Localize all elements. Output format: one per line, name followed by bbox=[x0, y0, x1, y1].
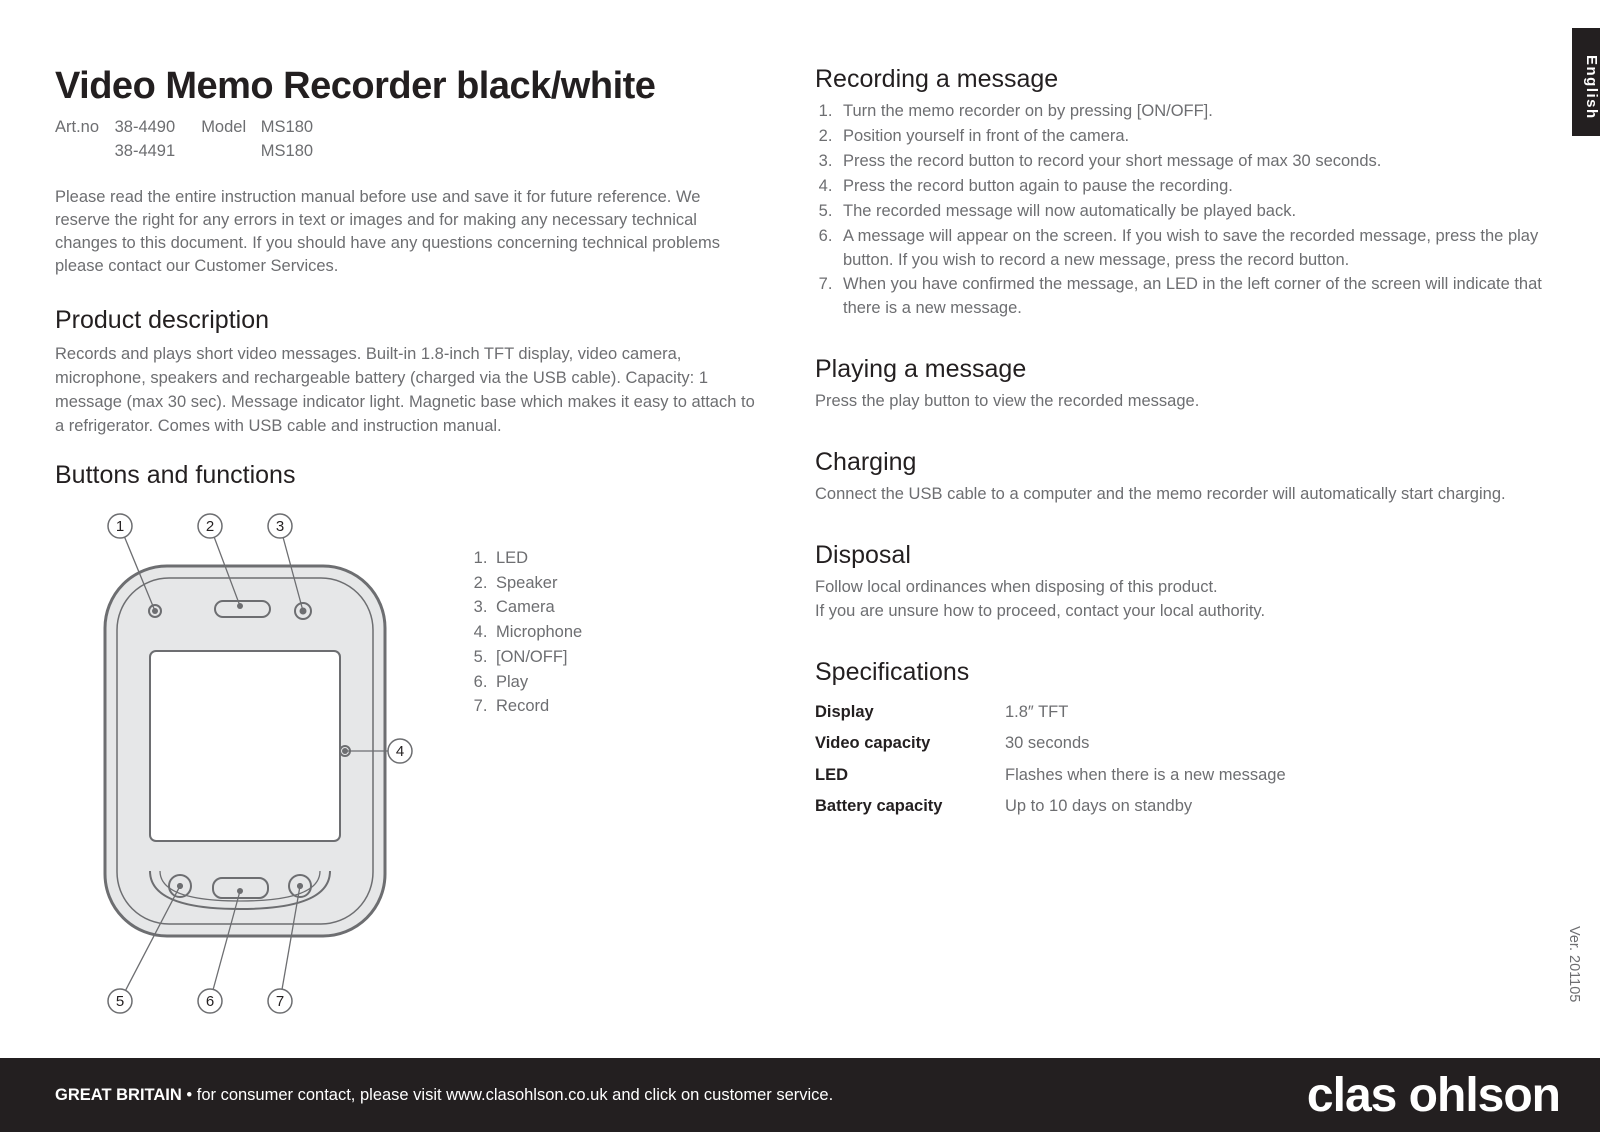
spec-row: Display1.8″ TFT bbox=[815, 697, 1545, 728]
footer-contact: GREAT BRITAIN • for consumer contact, pl… bbox=[55, 1086, 833, 1105]
spec-row: LEDFlashes when there is a new message bbox=[815, 760, 1545, 791]
artno-2: 38-4491 bbox=[115, 140, 197, 164]
recording-step: The recorded message will now automatica… bbox=[837, 200, 1545, 224]
spec-row: Video capacity30 seconds bbox=[815, 728, 1545, 759]
product-meta: Art.no 38-4490 Model MS180 38-4491 MS180 bbox=[55, 116, 755, 164]
svg-text:6: 6 bbox=[206, 993, 214, 1010]
recording-step: Turn the memo recorder on by pressing [O… bbox=[837, 100, 1545, 124]
playing-heading: Playing a message bbox=[815, 355, 1545, 384]
parts-list-item: [ON/OFF] bbox=[492, 645, 582, 670]
svg-text:3: 3 bbox=[276, 518, 284, 535]
parts-list-item: LED bbox=[492, 546, 582, 571]
playing-text: Press the play button to view the record… bbox=[815, 390, 1545, 414]
svg-text:1: 1 bbox=[116, 518, 124, 535]
language-tab: English bbox=[1572, 28, 1600, 136]
spec-value: 30 seconds bbox=[1005, 728, 1089, 759]
spec-value: 1.8″ TFT bbox=[1005, 697, 1068, 728]
recording-heading: Recording a message bbox=[815, 65, 1545, 94]
disposal-line2: If you are unsure how to proceed, contac… bbox=[815, 600, 1545, 624]
device-diagram: 1 2 3 4 5 6 7 bbox=[55, 506, 425, 1021]
product-description-text: Records and plays short video messages. … bbox=[55, 343, 755, 439]
parts-list-item: Speaker bbox=[492, 571, 582, 596]
model-1: MS180 bbox=[261, 116, 343, 140]
parts-list-item: Camera bbox=[492, 595, 582, 620]
disposal-heading: Disposal bbox=[815, 541, 1545, 570]
disposal-line1: Follow local ordinances when disposing o… bbox=[815, 576, 1545, 600]
brand-logo: clas ohlson bbox=[1307, 1068, 1560, 1123]
page-title: Video Memo Recorder black/white bbox=[55, 65, 755, 108]
parts-list: LEDSpeakerCameraMicrophone[ON/OFF]PlayRe… bbox=[470, 506, 582, 1021]
recording-step: Position yourself in front of the camera… bbox=[837, 125, 1545, 149]
footer: GREAT BRITAIN • for consumer contact, pl… bbox=[0, 1058, 1600, 1132]
recording-step: A message will appear on the screen. If … bbox=[837, 225, 1545, 273]
parts-list-item: Record bbox=[492, 694, 582, 719]
spec-label: Battery capacity bbox=[815, 791, 1005, 822]
version-label: Ver. 201105 bbox=[1566, 926, 1582, 1002]
recording-step: Press the record button again to pause t… bbox=[837, 175, 1545, 199]
recording-steps: Turn the memo recorder on by pressing [O… bbox=[815, 100, 1545, 321]
spec-label: Display bbox=[815, 697, 1005, 728]
svg-text:7: 7 bbox=[276, 993, 284, 1010]
spec-label: Video capacity bbox=[815, 728, 1005, 759]
intro-text: Please read the entire instruction manua… bbox=[55, 186, 755, 278]
spec-row: Battery capacityUp to 10 days on standby bbox=[815, 791, 1545, 822]
svg-text:2: 2 bbox=[206, 518, 214, 535]
footer-country: GREAT BRITAIN bbox=[55, 1086, 182, 1104]
spec-label: LED bbox=[815, 760, 1005, 791]
artno-label: Art.no bbox=[55, 116, 110, 140]
recording-step: Press the record button to record your s… bbox=[837, 150, 1545, 174]
parts-list-item: Play bbox=[492, 670, 582, 695]
specs-heading: Specifications bbox=[815, 658, 1545, 687]
svg-text:4: 4 bbox=[396, 743, 404, 760]
specs-table: Display1.8″ TFTVideo capacity30 secondsL… bbox=[815, 697, 1545, 822]
recording-step: When you have confirmed the message, an … bbox=[837, 273, 1545, 321]
charging-heading: Charging bbox=[815, 448, 1545, 477]
model-label: Model bbox=[201, 116, 256, 140]
artno-1: 38-4490 bbox=[115, 116, 197, 140]
parts-list-item: Microphone bbox=[492, 620, 582, 645]
product-description-heading: Product description bbox=[55, 306, 755, 335]
svg-text:5: 5 bbox=[116, 993, 124, 1010]
charging-text: Connect the USB cable to a computer and … bbox=[815, 483, 1545, 507]
spec-value: Flashes when there is a new message bbox=[1005, 760, 1286, 791]
spec-value: Up to 10 days on standby bbox=[1005, 791, 1192, 822]
model-2: MS180 bbox=[261, 140, 343, 164]
buttons-heading: Buttons and functions bbox=[55, 461, 755, 490]
footer-text: • for consumer contact, please visit www… bbox=[182, 1086, 833, 1104]
